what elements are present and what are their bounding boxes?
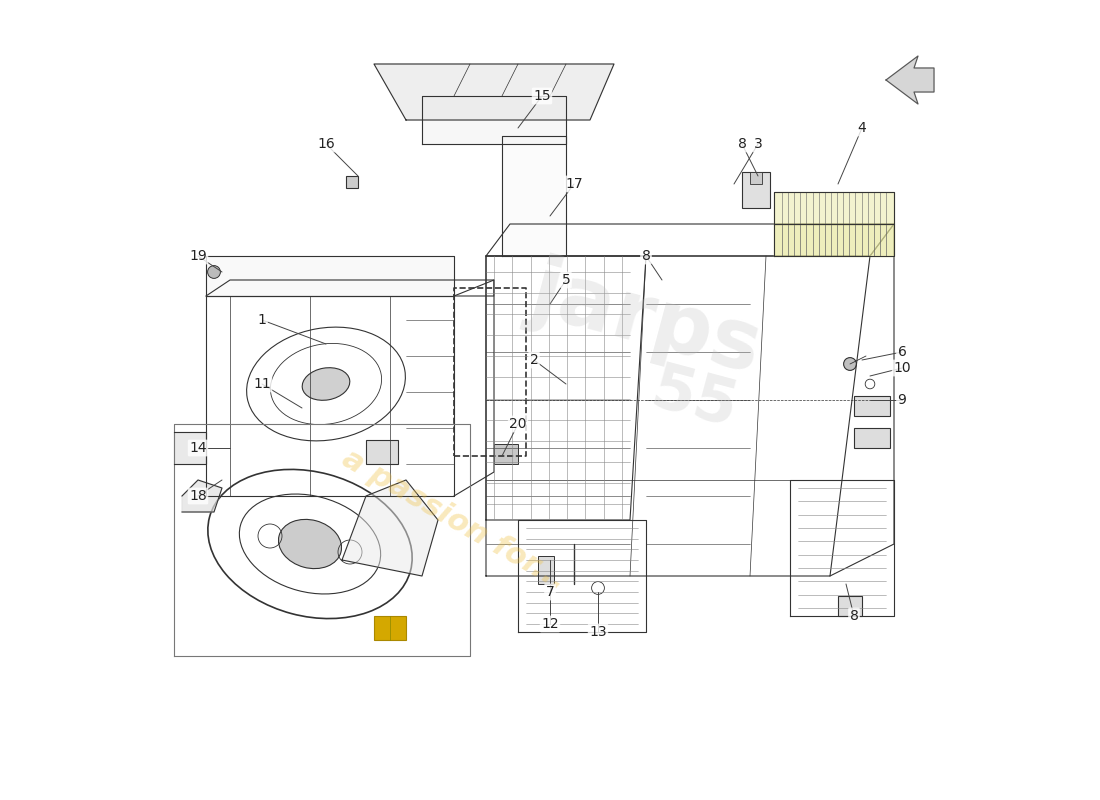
Text: 3: 3 — [754, 137, 762, 151]
Text: 8: 8 — [738, 137, 747, 151]
Polygon shape — [502, 136, 566, 256]
Text: 16: 16 — [317, 137, 334, 151]
Polygon shape — [774, 192, 894, 224]
Text: 15: 15 — [534, 89, 551, 103]
Bar — [854, 428, 890, 448]
Text: jarps: jarps — [521, 250, 770, 390]
Text: a passion for...: a passion for... — [337, 444, 571, 596]
Text: 12: 12 — [541, 617, 559, 631]
Text: 55: 55 — [645, 360, 744, 440]
Bar — [838, 596, 862, 616]
Polygon shape — [206, 256, 454, 296]
Text: 8: 8 — [641, 249, 650, 263]
Text: 11: 11 — [253, 377, 271, 391]
Text: 13: 13 — [590, 625, 607, 639]
Text: 2: 2 — [529, 353, 538, 367]
Polygon shape — [886, 56, 934, 104]
Text: 17: 17 — [565, 177, 583, 191]
Circle shape — [208, 266, 220, 278]
Polygon shape — [342, 480, 438, 576]
Bar — [346, 176, 358, 188]
Polygon shape — [374, 64, 614, 120]
Text: 9: 9 — [898, 393, 906, 407]
Text: 8: 8 — [849, 609, 858, 623]
Polygon shape — [422, 96, 566, 144]
Bar — [854, 396, 890, 416]
Bar — [742, 172, 770, 208]
Text: 4: 4 — [858, 121, 867, 135]
Polygon shape — [774, 224, 894, 256]
Bar — [494, 444, 518, 464]
Polygon shape — [182, 480, 222, 512]
Text: 1: 1 — [257, 313, 266, 327]
Bar — [374, 616, 406, 640]
Text: 19: 19 — [189, 249, 207, 263]
Bar — [366, 440, 398, 464]
Text: 10: 10 — [893, 361, 911, 375]
Bar — [750, 172, 762, 184]
Bar — [538, 556, 554, 584]
Polygon shape — [174, 432, 206, 464]
Text: 7: 7 — [546, 585, 554, 599]
Text: 20: 20 — [509, 417, 527, 431]
Ellipse shape — [278, 519, 341, 569]
Circle shape — [844, 358, 857, 370]
Text: 14: 14 — [189, 441, 207, 455]
Ellipse shape — [302, 368, 350, 400]
Text: 5: 5 — [562, 273, 571, 287]
Text: 6: 6 — [898, 345, 906, 359]
Text: 18: 18 — [189, 489, 207, 503]
